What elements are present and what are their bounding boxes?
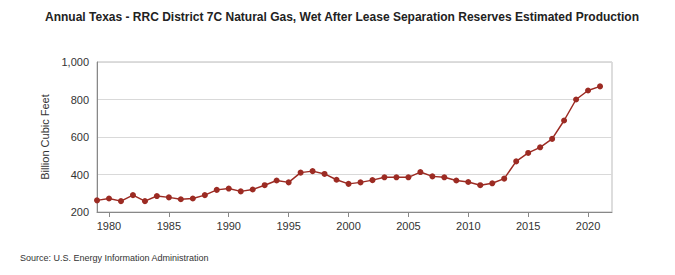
svg-text:600: 600 (71, 131, 89, 143)
svg-text:Source: U.S. Energy Informatio: Source: U.S. Energy Information Administ… (20, 253, 209, 263)
svg-text:1,000: 1,000 (61, 56, 89, 68)
svg-text:1995: 1995 (276, 220, 300, 232)
svg-text:2010: 2010 (456, 220, 480, 232)
svg-text:1990: 1990 (217, 220, 241, 232)
svg-text:Billion Cubic Feet: Billion Cubic Feet (39, 94, 51, 180)
svg-text:400: 400 (71, 169, 89, 181)
svg-text:1980: 1980 (97, 220, 121, 232)
svg-text:2000: 2000 (336, 220, 360, 232)
svg-text:2005: 2005 (396, 220, 420, 232)
svg-text:1985: 1985 (157, 220, 181, 232)
svg-text:800: 800 (71, 94, 89, 106)
svg-text:2020: 2020 (576, 220, 600, 232)
svg-text:200: 200 (71, 206, 89, 218)
svg-text:Annual Texas - RRC District 7C: Annual Texas - RRC District 7C Natural G… (45, 10, 639, 24)
svg-text:2015: 2015 (516, 220, 540, 232)
